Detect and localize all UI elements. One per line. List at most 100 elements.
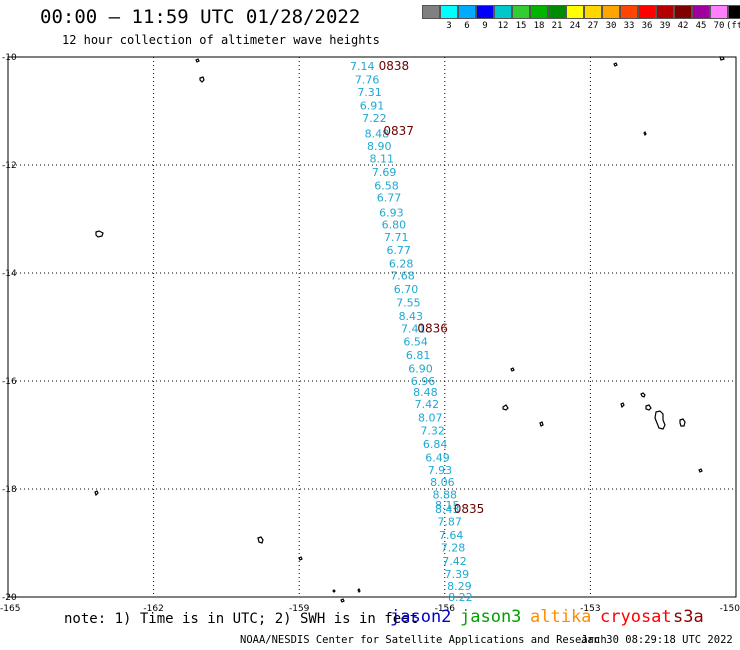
colorbar-tick-label: 30 bbox=[605, 21, 617, 31]
colorbar-swatch bbox=[512, 5, 530, 19]
lat-tick-label: -14 bbox=[2, 269, 17, 279]
lon-tick-label: -159 bbox=[289, 604, 310, 614]
island-outline bbox=[643, 130, 647, 137]
colorbar-swatch bbox=[566, 5, 584, 19]
colorbar-swatch bbox=[422, 5, 440, 19]
island-outline bbox=[332, 589, 336, 593]
colorbar-swatch bbox=[458, 5, 476, 19]
swh-value-label: 6.28 bbox=[389, 257, 414, 270]
lat-tick-label: -18 bbox=[2, 485, 17, 495]
colorbar-swatch bbox=[620, 5, 638, 19]
footnote: note: 1) Time is in UTC; 2) SWH is in fe… bbox=[64, 611, 419, 627]
colorbar-swatch bbox=[476, 5, 494, 19]
colorbar-tick-label: 12 bbox=[497, 21, 509, 31]
swh-value-label: 8.22 bbox=[448, 591, 473, 604]
swh-value-label: 7.28 bbox=[441, 541, 466, 554]
colorbar-swatch bbox=[530, 5, 548, 19]
island-outline bbox=[645, 404, 652, 411]
colorbar-swatch bbox=[494, 5, 512, 19]
swh-value-label: 8.07 bbox=[418, 412, 443, 425]
pass-time-label: 0835 bbox=[454, 502, 485, 516]
colorbar-swatch bbox=[584, 5, 602, 19]
lon-tick-label: -165 bbox=[0, 604, 20, 614]
credit-line: NOAA/NESDIS Center for Satellite Applica… bbox=[240, 634, 607, 646]
legend-jason3: jason3 bbox=[460, 607, 522, 627]
lat-tick-label: -16 bbox=[2, 377, 17, 387]
colorbar-tick-label: 9 bbox=[482, 21, 488, 31]
colorbar-swatch bbox=[710, 5, 728, 19]
altimeter-track: 7.147.767.316.917.228.488.908.117.696.58… bbox=[350, 59, 484, 604]
swh-value-label: 8.88 bbox=[433, 488, 458, 501]
colorbar-tick-label: 3 bbox=[446, 21, 452, 31]
swh-value-label: 6.96 bbox=[411, 375, 436, 388]
map-grid bbox=[7, 56, 737, 598]
swh-value-label: 7.22 bbox=[362, 112, 387, 125]
legend-cryosat: cryosat bbox=[600, 607, 672, 627]
swh-value-label: 6.91 bbox=[360, 100, 385, 113]
swh-value-label: 8.11 bbox=[369, 153, 394, 166]
swh-value-label: 6.58 bbox=[374, 180, 399, 193]
lat-tick-label: -10 bbox=[2, 53, 17, 63]
lat-tick-label: -20 bbox=[2, 593, 17, 603]
swh-value-label: 8.90 bbox=[367, 140, 392, 153]
island-outline bbox=[94, 490, 99, 497]
island-outline bbox=[640, 392, 646, 398]
swh-value-label: 7.55 bbox=[396, 297, 421, 310]
page-title: 00:00 – 11:59 UTC 01/28/2022 bbox=[40, 6, 361, 28]
lon-tick-label: -153 bbox=[580, 604, 600, 614]
island-outline bbox=[340, 598, 345, 603]
swh-value-label: 6.90 bbox=[408, 363, 433, 376]
swh-value-label: 6.77 bbox=[386, 244, 411, 257]
legend-altika: altika bbox=[530, 607, 592, 627]
colorbar-tick-label: 21 bbox=[551, 21, 563, 31]
swh-value-label: 7.93 bbox=[428, 464, 453, 477]
page-subtitle: 12 hour collection of altimeter wave hei… bbox=[62, 33, 380, 47]
colorbar-swatch bbox=[440, 5, 458, 19]
swh-value-label: 7.76 bbox=[355, 74, 380, 87]
swh-value-label: 7.64 bbox=[439, 529, 464, 542]
swh-value-label: 7.41 bbox=[401, 323, 426, 336]
swh-value-label: 7.71 bbox=[384, 231, 409, 244]
swh-value-label: 7.42 bbox=[442, 555, 467, 568]
pass-time-label: 0838 bbox=[379, 59, 410, 73]
map-frame bbox=[7, 56, 737, 598]
swh-value-label: 7.69 bbox=[372, 166, 397, 179]
swh-value-label: 8.43 bbox=[435, 503, 460, 516]
swh-value-label: 7.42 bbox=[415, 398, 440, 411]
colorbar-tick-label: 39 bbox=[659, 21, 671, 31]
swh-value-label: 8.06 bbox=[430, 476, 455, 489]
wave-height-colorbar bbox=[422, 5, 740, 19]
colorbar-tick-label: 42 bbox=[677, 21, 689, 31]
legend-s3a: s3a bbox=[673, 607, 704, 627]
colorbar-tick-label: 70 bbox=[713, 21, 725, 31]
colorbar-unit: (ft) bbox=[726, 21, 740, 31]
island-outline bbox=[257, 536, 264, 544]
swh-value-label: 7.68 bbox=[390, 270, 415, 283]
swh-value-label: 8.48 bbox=[413, 386, 438, 399]
swh-value-label: 7.31 bbox=[357, 86, 382, 99]
island-outline bbox=[95, 230, 104, 238]
swh-value-label: 6.81 bbox=[406, 349, 431, 362]
island-outlines bbox=[94, 56, 725, 603]
island-outline bbox=[620, 402, 625, 409]
swh-value-label: 7.39 bbox=[445, 568, 470, 581]
swh-value-label: 8.48 bbox=[365, 128, 390, 141]
island-outline bbox=[357, 587, 361, 594]
colorbar-tick-label: 15 bbox=[515, 21, 527, 31]
colorbar-tick-label: 27 bbox=[587, 21, 599, 31]
swh-value-label: 6.84 bbox=[423, 438, 448, 451]
pass-time-label: 0836 bbox=[417, 322, 448, 336]
colorbar-tick-label: 24 bbox=[569, 21, 581, 31]
island-outline bbox=[502, 404, 509, 411]
colorbar-swatch bbox=[692, 5, 710, 19]
colorbar-tick-label: 45 bbox=[695, 21, 707, 31]
swh-value-label: 7.87 bbox=[437, 515, 462, 528]
colorbar-tick-label: 6 bbox=[464, 21, 470, 31]
island-outline bbox=[298, 556, 303, 561]
pass-time-label: 0837 bbox=[383, 124, 414, 138]
island-outline bbox=[199, 76, 205, 83]
swh-value-label: 8.29 bbox=[447, 580, 472, 593]
colorbar-tick-label: 18 bbox=[533, 21, 545, 31]
colorbar-tick-label: 33 bbox=[623, 21, 635, 31]
